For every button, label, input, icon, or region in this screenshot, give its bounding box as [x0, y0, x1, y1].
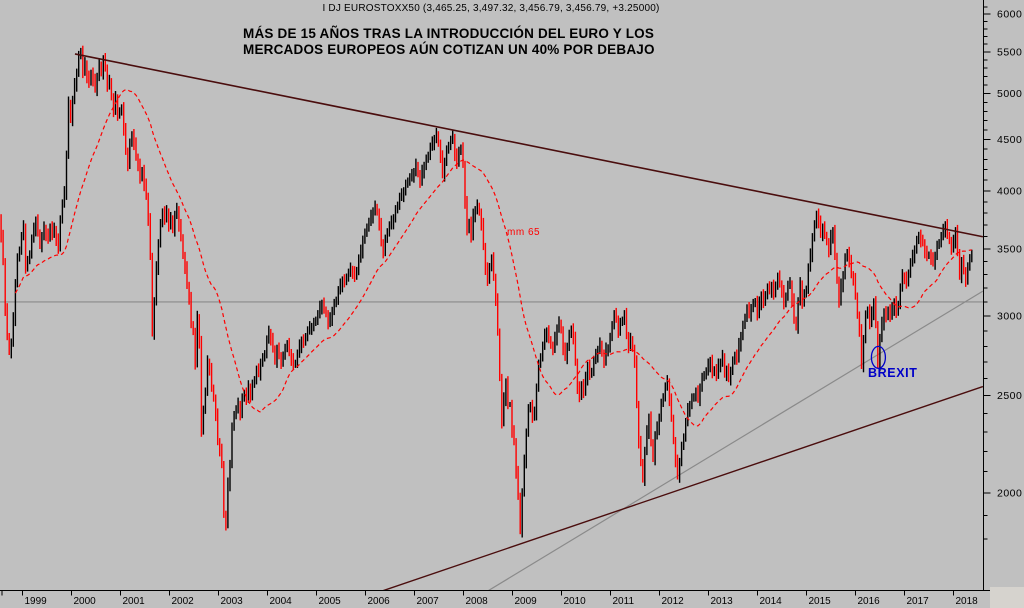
x-tick-label: 2012 — [662, 596, 685, 607]
price-bars — [0, 45, 973, 538]
x-tick-label: 2013 — [711, 596, 734, 607]
x-tick-label: 2002 — [172, 596, 195, 607]
corner-fill — [990, 587, 1024, 608]
y-tick-label: 4000 — [997, 185, 1022, 197]
x-tick-label: 2014 — [760, 596, 783, 607]
x-tick-label: 2008 — [466, 596, 489, 607]
annotation-line1: MÁS DE 15 AÑOS TRAS LA INTRODUCCIÓN DEL … — [243, 26, 655, 41]
annotation-text: MÁS DE 15 AÑOS TRAS LA INTRODUCCIÓN DEL … — [243, 26, 655, 58]
x-axis-labels: 1999 2000 2001 2002 2003 2004 2005 2006 2007 2008… — [25, 596, 979, 607]
brexit-label: BREXIT — [868, 366, 918, 380]
x-tick-label: 2001 — [123, 596, 146, 607]
upper-resistance-line — [74, 53, 983, 238]
moving-average-label: mm 65 — [507, 227, 541, 238]
x-tick-label: 2007 — [417, 596, 440, 607]
x-tick-label: 2000 — [74, 596, 97, 607]
brexit-ellipse — [870, 345, 887, 369]
x-tick-label: 1999 — [25, 596, 48, 607]
y-tick-label: 2500 — [997, 390, 1022, 402]
axes — [0, 0, 991, 596]
x-tick-label: 2006 — [368, 596, 391, 607]
x-tick-label: 2011 — [613, 596, 635, 607]
y-axis-labels: 2000 2500 3000 3500 4000 4500 5000 5500 6000 — [997, 9, 1022, 500]
x-tick-label: 2015 — [809, 596, 832, 607]
x-tick-label: 2017 — [907, 596, 930, 607]
y-tick-label: 6000 — [997, 9, 1022, 21]
x-tick-label: 2018 — [956, 596, 979, 607]
y-tick-label: 3500 — [997, 244, 1022, 256]
y-tick-label: 2000 — [997, 488, 1022, 500]
gray-ascending-line — [488, 290, 983, 590]
x-tick-label: 2004 — [270, 596, 293, 607]
y-tick-label: 3000 — [997, 311, 1022, 323]
x-tick-label: 2016 — [858, 596, 881, 607]
y-tick-label: 4500 — [997, 134, 1022, 146]
y-tick-label: 5000 — [997, 88, 1022, 100]
x-tick-label: 2010 — [564, 596, 587, 607]
y-tick-label: 5500 — [997, 46, 1022, 58]
plot-area — [0, 45, 983, 590]
x-tick-label: 2005 — [319, 596, 342, 607]
chart-title: I DJ EUROSTOXX50 (3,465.25, 3,497.32, 3,… — [322, 3, 660, 14]
x-tick-label: 2003 — [221, 596, 244, 607]
lower-support-line — [382, 385, 983, 590]
x-tick-label: 2009 — [515, 596, 538, 607]
annotation-line2: MERCADOS EUROPEOS AÚN COTIZAN UN 40% POR… — [243, 42, 655, 57]
